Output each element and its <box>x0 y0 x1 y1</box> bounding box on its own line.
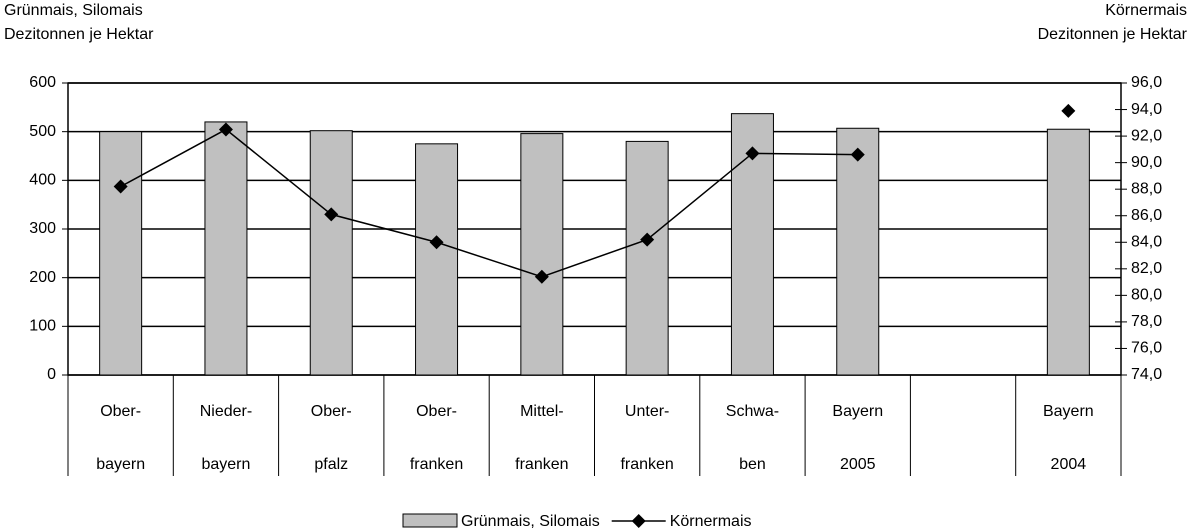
y2-tick-label: 82,0 <box>1131 260 1162 277</box>
x-tick-label: Schwa- <box>726 403 779 420</box>
x-tick-label: franken <box>410 456 463 473</box>
bar <box>204 121 248 376</box>
line-marker <box>640 232 655 247</box>
y2-tick-label: 94,0 <box>1131 101 1162 118</box>
y2-tick-label: 76,0 <box>1131 340 1162 357</box>
y-tick-label: 100 <box>29 318 56 335</box>
line-marker <box>1061 103 1076 118</box>
y2-tick-label: 92,0 <box>1131 127 1162 144</box>
bar <box>836 127 880 376</box>
y-tick-label: 600 <box>29 74 56 91</box>
y-tick-label: 400 <box>29 172 56 189</box>
x-tick-label: Ober- <box>100 403 141 420</box>
y-tick-label: 200 <box>29 269 56 286</box>
legend-swatch <box>631 514 646 528</box>
x-tick-label: pfalz <box>314 456 348 473</box>
bar <box>309 130 353 376</box>
bar <box>520 133 564 376</box>
y2-axis-label: Körnermais <box>1105 2 1187 19</box>
y-axis-label: Grünmais, Silomais <box>4 2 143 19</box>
y2-tick-label: 90,0 <box>1131 154 1162 171</box>
x-tick-label: Ober- <box>311 403 352 420</box>
x-tick-label: Unter- <box>625 403 669 420</box>
line-marker <box>324 207 339 222</box>
y2-tick-label: 80,0 <box>1131 287 1162 304</box>
y-axis-label: Dezitonnen je Hektar <box>4 26 154 43</box>
x-tick-label: franken <box>620 456 673 473</box>
x-tick-label: Bayern <box>1043 403 1094 420</box>
y2-tick-label: 88,0 <box>1131 180 1162 197</box>
y-tick-label: 0 <box>47 366 56 383</box>
y2-tick-label: 96,0 <box>1131 74 1162 91</box>
line-marker <box>534 269 549 284</box>
x-tick-label: franken <box>515 456 568 473</box>
legend-label: Grünmais, Silomais <box>461 513 600 530</box>
line-marker <box>429 235 444 250</box>
x-tick-label: Mittel- <box>520 403 564 420</box>
line-marker <box>218 122 233 137</box>
x-tick-label: Ober- <box>416 403 457 420</box>
legend-label: Körnermais <box>670 513 752 530</box>
line-marker <box>113 179 128 194</box>
y2-tick-label: 74,0 <box>1131 366 1162 383</box>
x-tick-label: bayern <box>201 456 250 473</box>
x-tick-label: 2004 <box>1051 456 1087 473</box>
bar <box>99 131 143 376</box>
line-marker <box>850 147 865 162</box>
y-tick-label: 300 <box>29 220 56 237</box>
x-tick-label: bayern <box>96 456 145 473</box>
y2-tick-label: 84,0 <box>1131 233 1162 250</box>
bar <box>415 143 459 376</box>
x-tick-label: ben <box>739 456 766 473</box>
line <box>121 111 1069 277</box>
y2-tick-label: 78,0 <box>1131 313 1162 330</box>
y2-tick-label: 86,0 <box>1131 207 1162 224</box>
y-tick-label: 500 <box>29 123 56 140</box>
line-marker <box>745 146 760 161</box>
bar <box>625 140 669 376</box>
x-tick-label: Bayern <box>832 403 883 420</box>
legend-swatch <box>402 513 458 528</box>
bar <box>1046 128 1090 376</box>
x-tick-label: 2005 <box>840 456 876 473</box>
x-tick-label: Nieder- <box>200 403 252 420</box>
y2-axis-label: Dezitonnen je Hektar <box>1038 26 1188 43</box>
